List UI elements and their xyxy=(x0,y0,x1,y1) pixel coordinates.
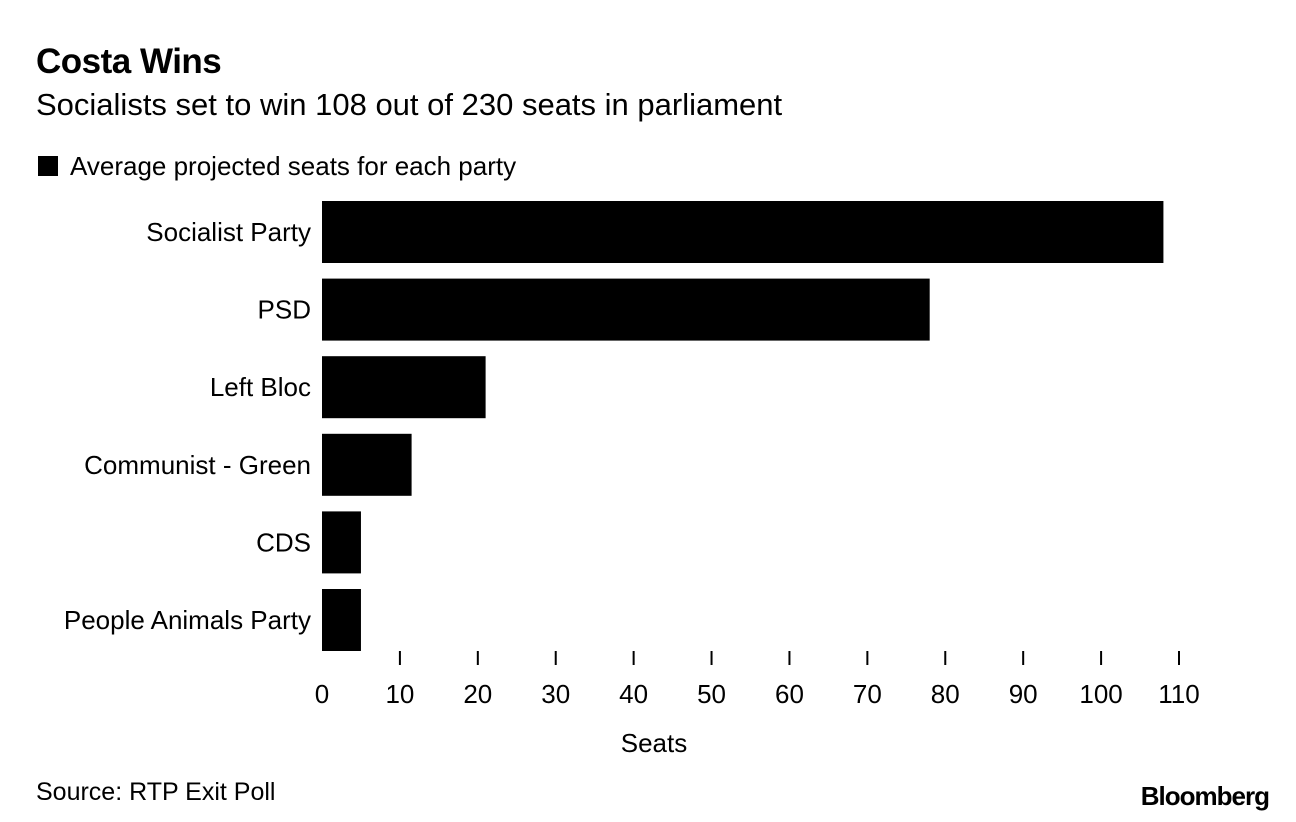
x-tick-label: 100 xyxy=(1079,679,1122,709)
bar-communist-green xyxy=(322,433,412,496)
chart-subtitle: Socialists set to win 108 out of 230 sea… xyxy=(36,87,783,122)
legend: Average projected seats for each party xyxy=(38,150,516,182)
bar-socialist-party xyxy=(322,201,1164,263)
x-tick-label: 50 xyxy=(697,679,726,709)
category-label: People Animals Party xyxy=(64,605,311,635)
category-label: PSD xyxy=(258,295,311,325)
bar-psd xyxy=(322,278,930,341)
bar-left-bloc xyxy=(322,356,486,419)
x-tick-label: 70 xyxy=(853,679,882,709)
x-axis-label: Seats xyxy=(621,728,688,758)
legend-label: Average projected seats for each party xyxy=(70,150,517,181)
bar-cds xyxy=(322,511,361,574)
category-label: Communist - Green xyxy=(84,450,311,480)
legend-swatch xyxy=(38,156,58,176)
x-tick-label: 40 xyxy=(619,679,648,709)
x-tick-label: 20 xyxy=(463,679,492,709)
source-note: Source: RTP Exit Poll xyxy=(36,778,276,806)
chart-title: Costa Wins xyxy=(36,42,222,81)
category-label: Left Bloc xyxy=(210,372,311,402)
x-tick-label: 60 xyxy=(775,679,804,709)
x-tick-label: 80 xyxy=(931,679,960,709)
category-label: CDS xyxy=(256,527,311,557)
x-tick-label: 30 xyxy=(541,679,570,709)
x-tick-label: 10 xyxy=(385,679,414,709)
x-tick-label: 0 xyxy=(315,679,329,709)
x-tick-label: 110 xyxy=(1158,679,1199,709)
x-tick-label: 90 xyxy=(1009,679,1038,709)
bar-people-animals-party xyxy=(322,589,361,651)
category-label: Socialist Party xyxy=(146,217,311,247)
brand-logo: Bloomberg xyxy=(1140,781,1270,811)
